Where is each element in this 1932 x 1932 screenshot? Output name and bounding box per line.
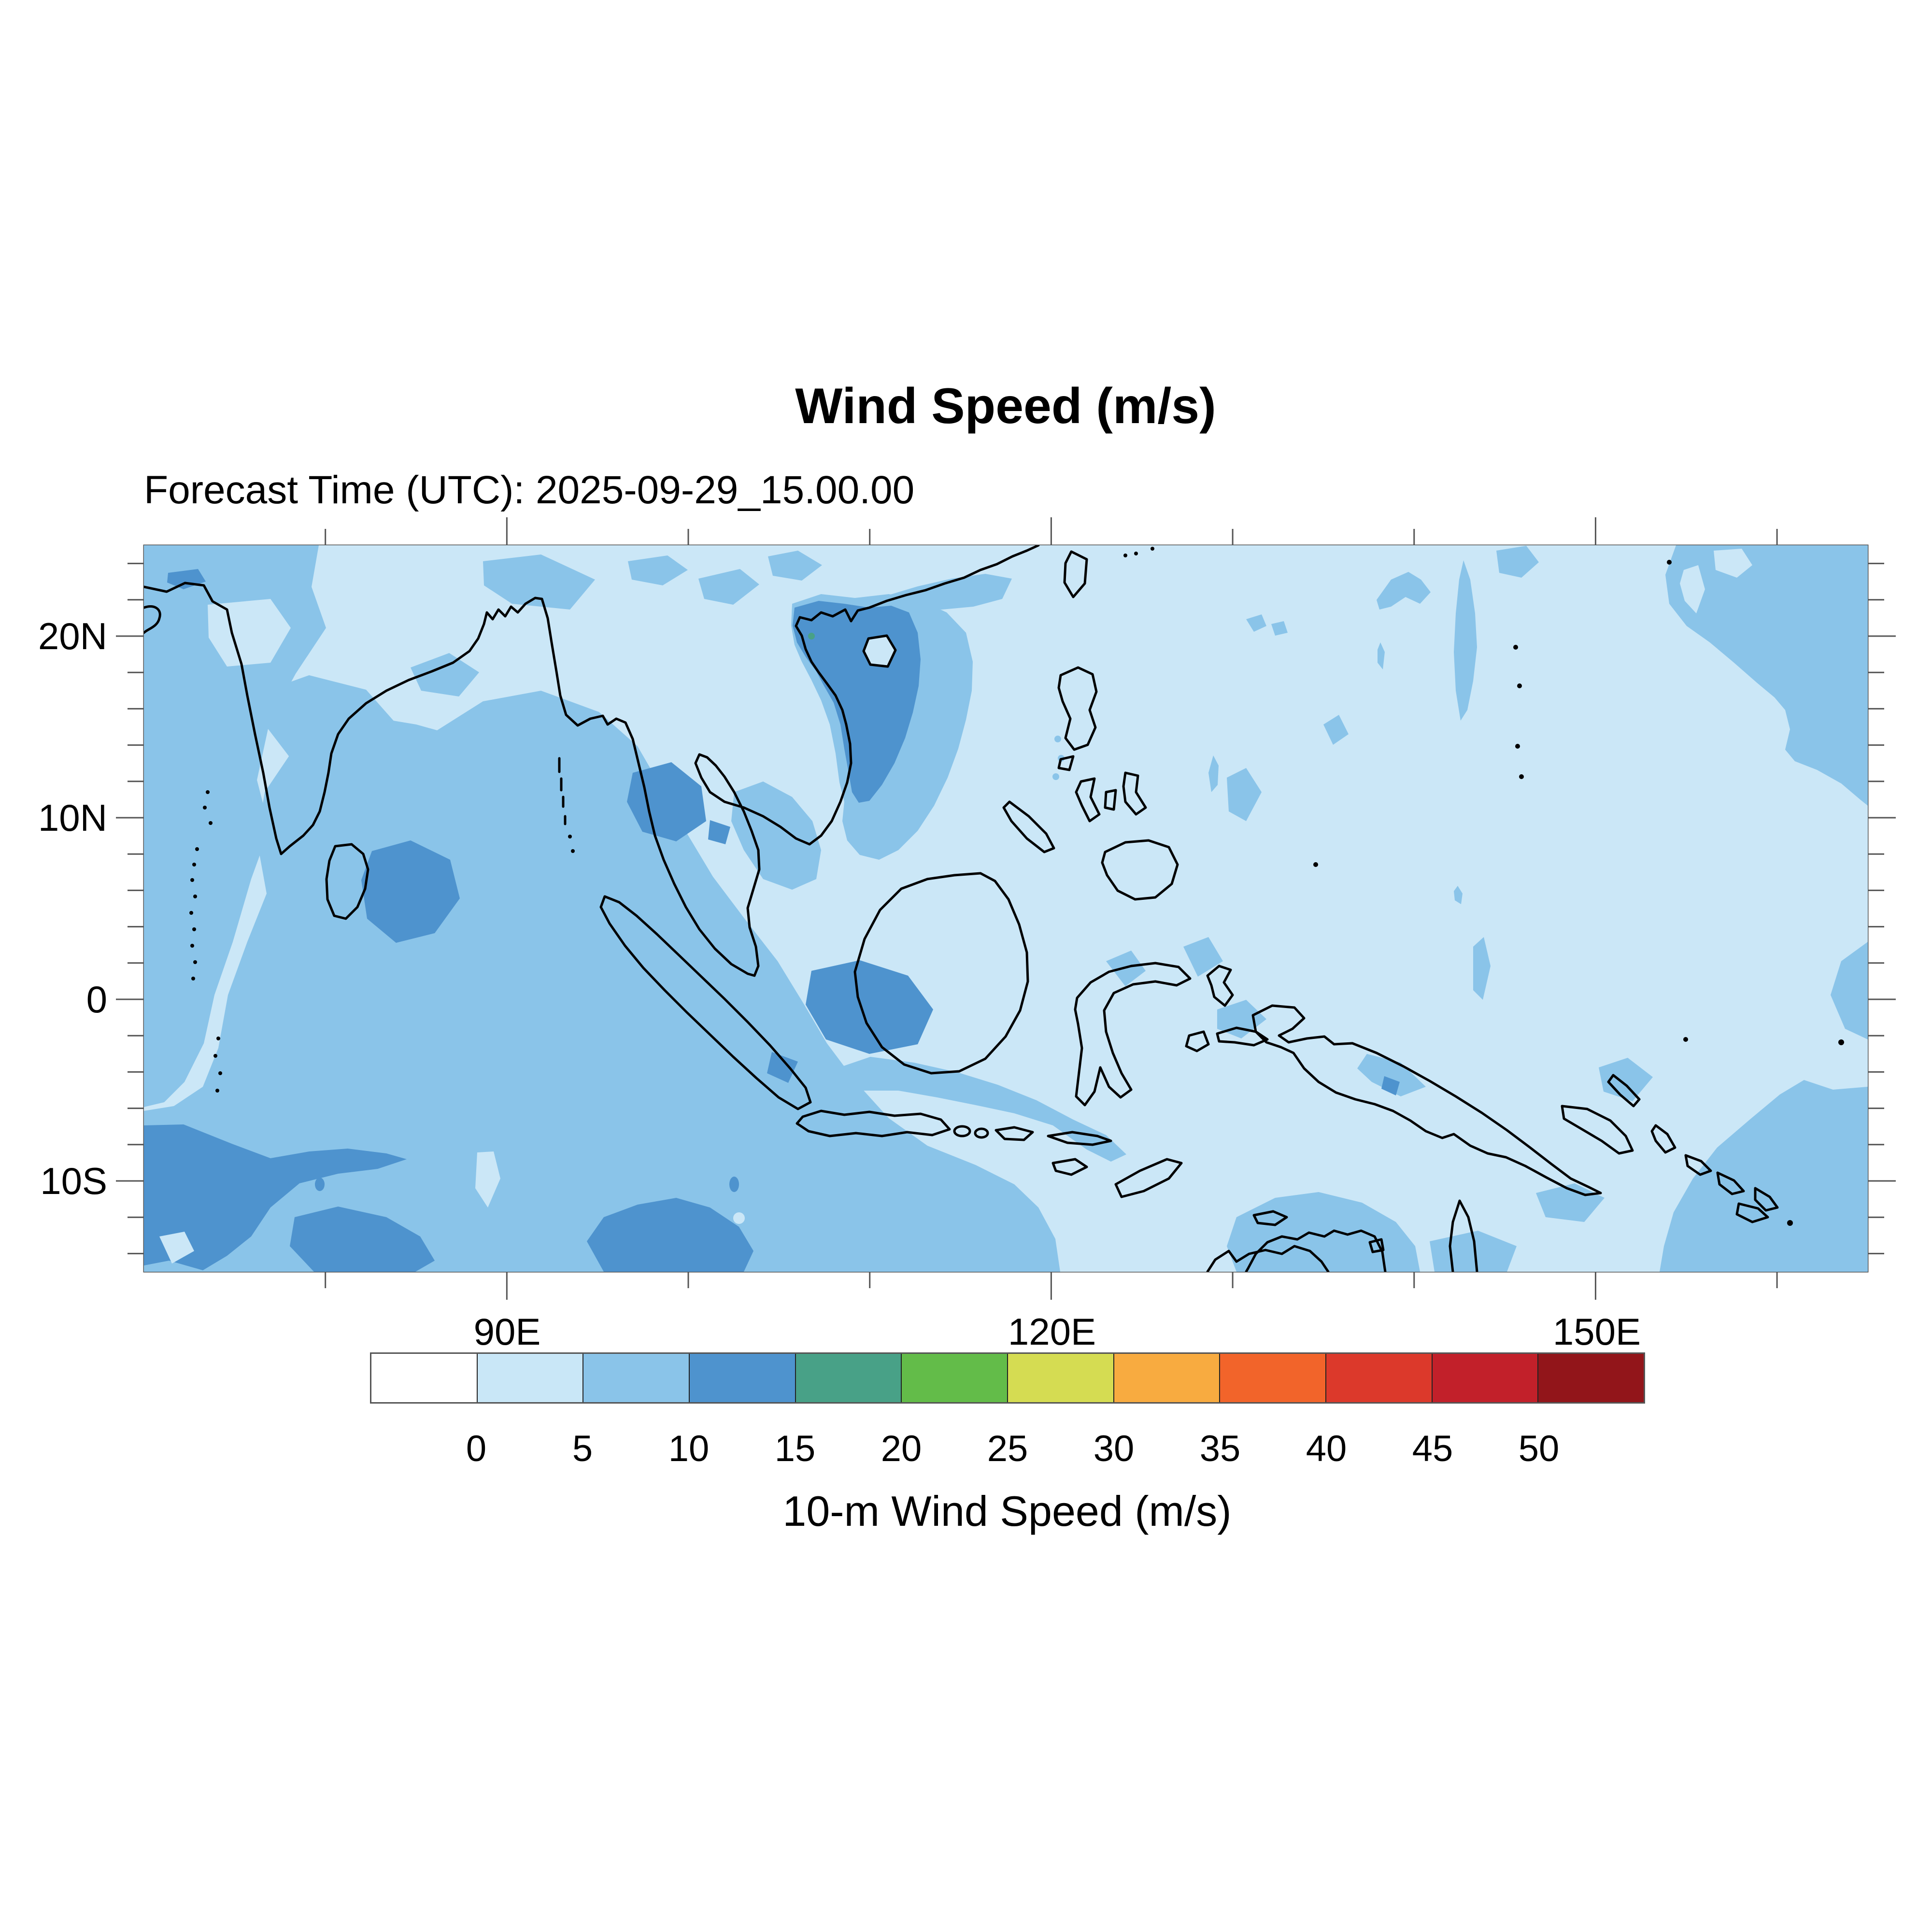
forecast-time-label: Forecast Time (UTC): 2025-09-29_15.00.00 [144,468,915,512]
x-tick-label-90e: 90E [473,1310,541,1353]
page-title: Wind Speed (m/s) [795,378,1216,434]
coast-taiwan [1063,550,1088,598]
coast-bougainville [1650,1124,1676,1154]
colorbar-tick-30: 30 [1093,1428,1135,1469]
coast-flores [1047,1131,1112,1146]
colorbar-tick-25: 25 [987,1428,1028,1469]
coast-santa-isabel [1716,1171,1745,1195]
colorbar-segment [582,1354,689,1402]
colorbar-tick-35: 35 [1199,1428,1241,1469]
y-tick-label-10s: 10S [40,1160,107,1202]
colorbar [370,1352,1645,1404]
coast-java [796,1109,951,1137]
coast-cape-york [1449,1199,1478,1272]
colorbar-tick-0: 0 [466,1428,487,1469]
coast-panay-negros [1075,777,1101,823]
coast-australia-west [1206,1245,1330,1272]
coast-bali [953,1125,971,1137]
coast-asia-mainland [144,545,1040,977]
coast-luzon [1057,666,1098,751]
coast-choiseul [1684,1154,1712,1176]
coast-sumatra [599,895,812,1110]
coast-hainan [862,634,897,668]
colorbar-segment [689,1354,795,1402]
wind-speed-map [144,545,1868,1272]
x-tick-label-150e: 150E [1552,1310,1641,1353]
island-dots [189,547,1844,1226]
coast-sri-lanka [325,843,369,920]
colorbar-tick-45: 45 [1412,1428,1453,1469]
coast-andaman-nicobar [558,757,567,825]
coast-new-ireland [1607,1074,1641,1108]
coast-groote [1368,1238,1385,1253]
colorbar-segment [1007,1354,1113,1402]
colorbar-tick-20: 20 [881,1428,922,1469]
wind-contour-15-20-speck [808,633,815,639]
coast-mindoro [1057,755,1075,771]
coast-mindanao [1101,839,1179,901]
coast-halmahera [1206,965,1234,1007]
colorbar-segment [901,1354,1008,1402]
coast-sumbawa [994,1126,1034,1141]
coast-sumba [1051,1158,1088,1176]
y-tick-label-0: 0 [86,978,107,1021]
colorbar-segment [476,1354,583,1402]
coastlines [144,545,1844,1272]
colorbar-segment [1219,1354,1326,1402]
coast-lombok [974,1127,989,1139]
coast-buru [1185,1030,1210,1052]
coast-melville [1252,1210,1288,1226]
colorbar-tick-10: 10 [668,1428,710,1469]
x-tick-label-120e: 120E [1008,1310,1096,1353]
y-tick-label-10n: 10N [38,796,107,839]
colorbar-tick-15: 15 [774,1428,816,1469]
colorbar-tick-50: 50 [1518,1428,1560,1469]
coast-palawan [1002,800,1055,853]
coast-new-guinea [1251,1004,1602,1196]
y-tick-label-20n: 20N [38,615,107,657]
wind-contours-10-15 [144,569,1400,1272]
coast-samar-leyte [1122,771,1147,816]
coast-timor [1114,1158,1183,1198]
colorbar-segment [795,1354,901,1402]
coast-malaita [1754,1187,1779,1212]
colorbar-tick-40: 40 [1306,1428,1347,1469]
coast-cebu [1104,789,1117,811]
wind-contours-pale-over-dark [159,636,895,1264]
coast-sulawesi [1074,962,1192,1107]
coast-borneo [853,872,1029,1075]
coast-seram [1216,1026,1269,1047]
colorbar-segment [1431,1354,1538,1402]
colorbar-segment [371,1354,477,1402]
colorbar-segment [1537,1354,1644,1402]
colorbar-segment [1325,1354,1432,1402]
colorbar-segment [1113,1354,1220,1402]
coast-australia-gulf [1245,1229,1387,1272]
coast-guadalcanal [1735,1202,1769,1223]
coast-kutch-inlet [144,605,161,634]
coast-new-britain [1561,1105,1634,1155]
colorbar-title: 10-m Wind Speed (m/s) [782,1487,1232,1535]
colorbar-tick-5: 5 [572,1428,593,1469]
